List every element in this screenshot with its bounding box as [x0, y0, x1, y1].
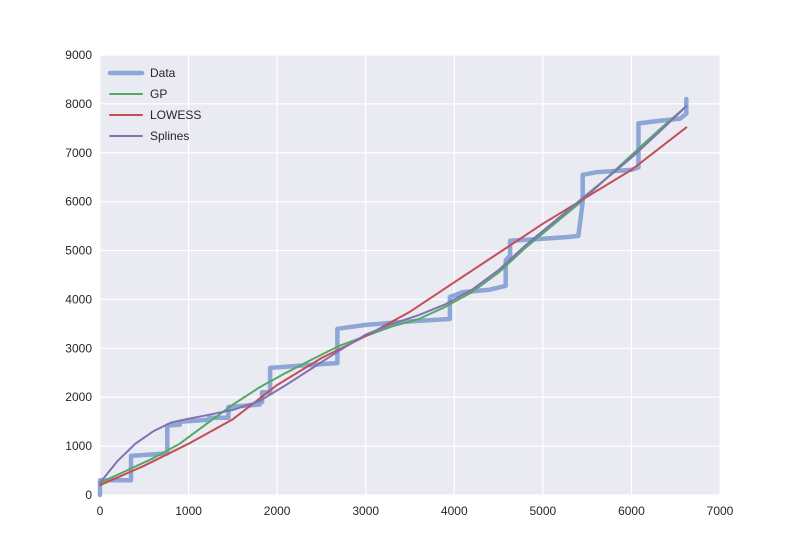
series-line-data: [97, 96, 689, 498]
grid-lines: [99, 54, 721, 496]
series-group: [97, 96, 689, 498]
legend-label-splines: Splines: [150, 129, 189, 143]
x-axis-ticks: 0 1000 2000 3000 4000 5000 6000 7000: [97, 504, 734, 518]
legend-label-data: Data: [150, 66, 176, 80]
x-tick-label: 4000: [441, 504, 468, 518]
y-tick-label: 5000: [65, 244, 92, 258]
y-tick-label: 0: [85, 488, 92, 502]
y-tick-label: 9000: [65, 48, 92, 62]
y-tick-label: 6000: [65, 195, 92, 209]
y-tick-label: 8000: [65, 97, 92, 111]
y-tick-label: 4000: [65, 292, 92, 306]
x-tick-label: 7000: [707, 504, 734, 518]
series-line-splines: [99, 105, 688, 484]
x-tick-label: 3000: [352, 504, 379, 518]
y-tick-label: 3000: [65, 341, 92, 355]
y-tick-label: 7000: [65, 146, 92, 160]
x-tick-label: 1000: [175, 504, 202, 518]
y-tick-label: 1000: [65, 439, 92, 453]
x-tick-label: 6000: [618, 504, 645, 518]
legend-label-lowess: LOWESS: [150, 108, 201, 122]
y-tick-label: 2000: [65, 390, 92, 404]
x-tick-label: 0: [97, 504, 104, 518]
legend-label-gp: GP: [150, 87, 167, 101]
y-axis-ticks: 0 1000 2000 3000 4000 5000 6000 7000 8000 9000: [65, 48, 92, 502]
x-tick-label: 5000: [530, 504, 557, 518]
legend: Data GP LOWESS Splines: [107, 66, 201, 143]
x-tick-label: 2000: [264, 504, 291, 518]
